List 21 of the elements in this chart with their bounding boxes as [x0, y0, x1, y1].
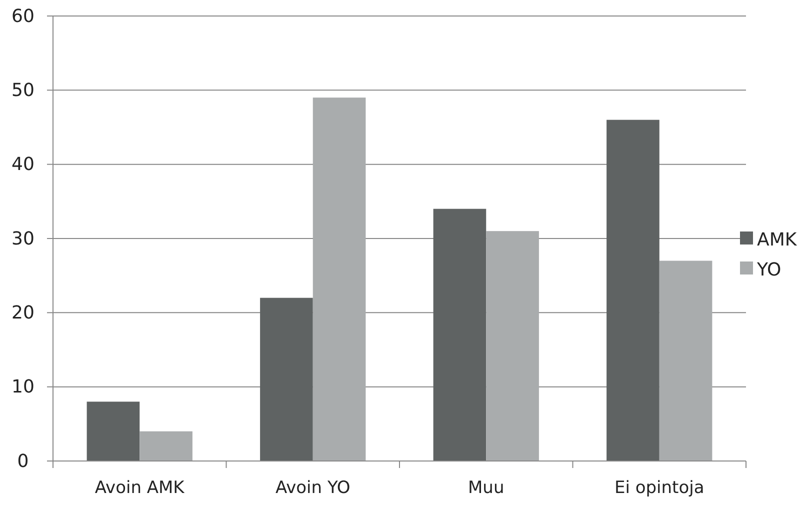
x-tick-label: Muu — [468, 478, 504, 498]
bar — [260, 298, 313, 461]
bar — [140, 431, 192, 461]
x-tick-label: Avoin AMK — [94, 478, 186, 498]
y-tick-label: 30 — [12, 228, 34, 250]
bar — [433, 208, 486, 461]
bar — [606, 120, 660, 461]
y-tick-label: 60 — [12, 6, 34, 27]
y-tick-label: 50 — [12, 80, 34, 101]
bar — [486, 231, 539, 461]
y-tick-label: 10 — [12, 376, 34, 398]
y-tick-label: 20 — [12, 302, 34, 324]
bar — [86, 402, 140, 461]
y-tick-label: 0 — [17, 450, 29, 472]
y-tick-label: 40 — [12, 154, 34, 176]
legend-label: YO — [756, 260, 782, 280]
bar — [659, 260, 712, 461]
x-tick-label: Ei opintoja — [614, 478, 704, 498]
bar — [312, 98, 366, 461]
x-tick-label: Avoin YO — [275, 478, 350, 498]
legend-label: AMK — [757, 230, 798, 250]
